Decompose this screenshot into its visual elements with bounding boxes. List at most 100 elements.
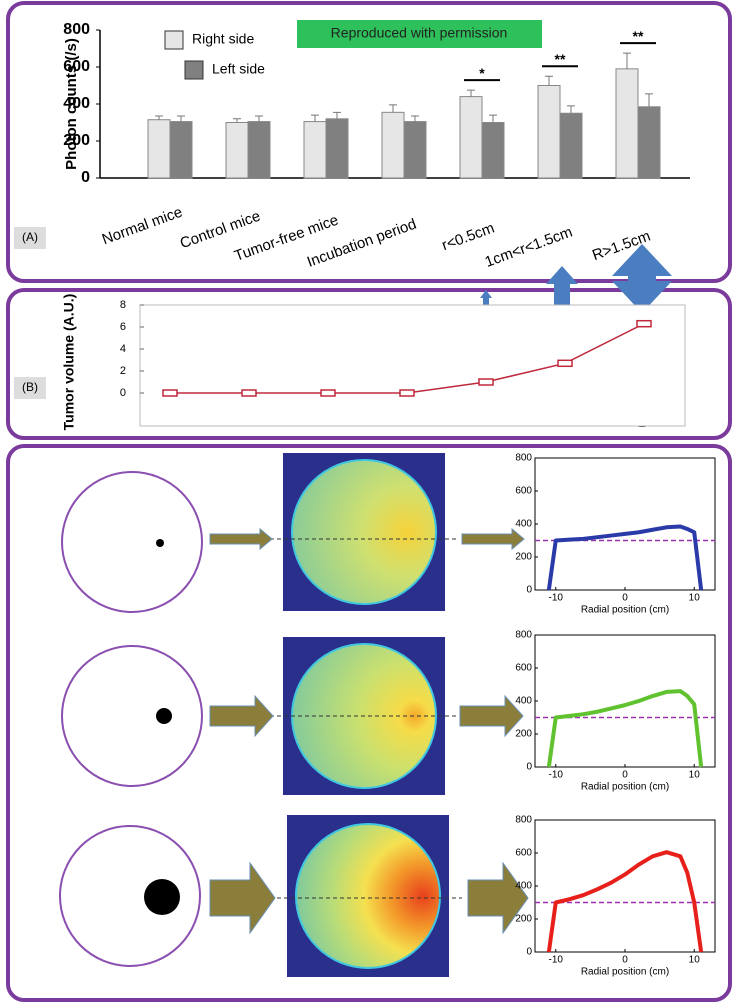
significance: * (479, 65, 485, 81)
marker (162, 389, 178, 397)
panel-frame (6, 1, 732, 283)
diagrams (59, 244, 672, 977)
error-bar (623, 52, 631, 69)
y-tick-label: 0 (120, 387, 126, 399)
x-tick-label: 10 (689, 770, 701, 781)
y-tick-label: 2 (120, 365, 126, 377)
bar (559, 112, 583, 179)
error-bar (333, 111, 341, 119)
y-tick-label: 800 (63, 21, 90, 38)
phantom (61, 471, 203, 613)
y-tick-label: 600 (63, 58, 90, 75)
bar (615, 68, 639, 179)
significance: ** (633, 28, 644, 44)
x-tick-label: 10 (689, 593, 701, 604)
y-tick-label: 0 (526, 585, 532, 596)
y-tick-label: 8 (120, 299, 126, 311)
bar (403, 121, 427, 179)
panel-label: (B) (22, 380, 38, 394)
y-tick-label: 800 (515, 815, 532, 826)
banner-text: Reproduced with permission (331, 25, 508, 41)
y-axis-label: Photon counts (/s) (63, 38, 80, 170)
x-tick-label: -10 (549, 955, 564, 966)
panel-label-box (14, 377, 46, 399)
heatmap-disc (291, 459, 437, 605)
significance: ** (555, 51, 566, 67)
profile-line (546, 689, 704, 768)
legend-label: Left side (212, 61, 265, 77)
bar (147, 119, 171, 179)
y-tick-label: 800 (515, 453, 532, 464)
marker (557, 359, 573, 368)
panel-frame (6, 288, 732, 440)
y-tick-label: 200 (515, 552, 532, 563)
y-tick-label: 600 (515, 486, 532, 497)
arrow (467, 861, 529, 935)
legend-swatch (184, 60, 204, 80)
heatmap-disc (295, 823, 441, 969)
arrow (459, 694, 524, 738)
x-tick-label: 0 (622, 770, 628, 781)
y-tick-label: 400 (515, 881, 532, 892)
x-tick-label: 10 (689, 955, 701, 966)
marker (399, 389, 415, 397)
bar (303, 121, 327, 179)
panel-frame (6, 444, 732, 1002)
bar (459, 96, 483, 179)
y-tick-label: 0 (81, 169, 90, 186)
y-tick-label: 0 (526, 947, 532, 958)
tumor (156, 708, 172, 724)
error-bar (645, 93, 653, 107)
error-bar (233, 118, 241, 123)
x-axis-label: Radial position (cm) (581, 782, 669, 793)
bar (225, 122, 249, 179)
x-tick-label: 0 (622, 955, 628, 966)
y-tick-label: 200 (515, 914, 532, 925)
plot-frame (534, 634, 716, 768)
x-tick-label: -10 (549, 770, 564, 781)
y-tick-label: 6 (120, 321, 126, 333)
marker (636, 319, 652, 328)
plot-frame (534, 819, 716, 953)
plot-frame (534, 457, 716, 591)
marker (320, 389, 336, 397)
profile-line (546, 524, 704, 591)
y-tick-label: 200 (515, 729, 532, 740)
y-tick-label: 600 (515, 848, 532, 859)
profile-line (546, 850, 704, 953)
arrows (209, 527, 529, 935)
frames (6, 1, 732, 1002)
x-tick-label: 0 (622, 593, 628, 604)
bar (325, 118, 349, 179)
panel-label: (A) (22, 230, 38, 244)
error-bar (311, 114, 319, 122)
y-tick-label: 600 (515, 663, 532, 674)
bar (169, 121, 193, 179)
tumor (144, 879, 180, 915)
error-bar (545, 75, 553, 86)
marker (241, 389, 257, 397)
y-axis-label: Tumor volume (A.U.) (61, 294, 77, 431)
error-bar (411, 115, 419, 122)
marker (478, 378, 494, 386)
tumor (156, 539, 164, 547)
error-bar (389, 104, 397, 113)
bar (637, 106, 661, 179)
y-tick-label: 400 (515, 696, 532, 707)
phantom (59, 825, 201, 967)
arrow (209, 861, 276, 935)
arrow (209, 694, 274, 738)
bar (481, 122, 505, 179)
error-bar (467, 89, 475, 97)
error-bar (489, 114, 497, 123)
bar (381, 111, 405, 179)
error-bar (155, 115, 163, 120)
error-bar (567, 105, 575, 114)
arrow (461, 527, 525, 551)
y-tick-label: 800 (515, 630, 532, 641)
x-tick-label: -10 (549, 593, 564, 604)
scan-lines (270, 538, 462, 899)
y-tick-label: 0 (526, 762, 532, 773)
x-tick-label: r<0.5cm (440, 220, 497, 255)
